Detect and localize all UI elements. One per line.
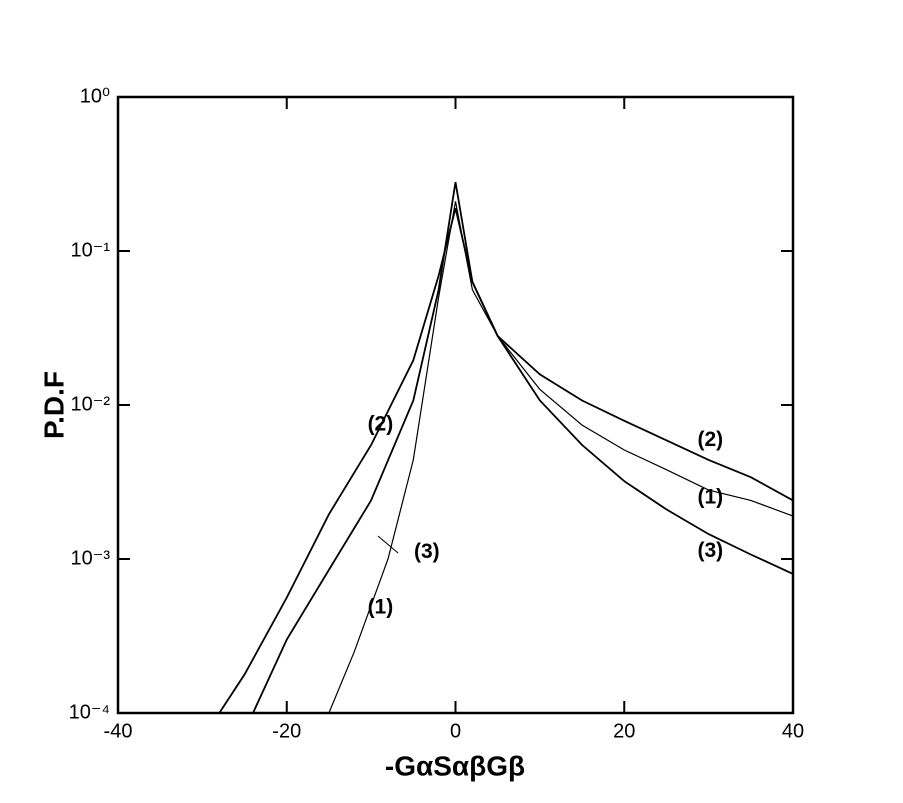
annotation: (3) [697, 539, 723, 562]
x-axis-title: -GαSαβGβ [385, 750, 525, 781]
y-axis-title: P.D.F [38, 371, 69, 439]
annotation: (1) [697, 485, 723, 508]
x-tick-label: 20 [613, 720, 635, 742]
x-tick-label: 40 [782, 720, 804, 742]
y-tick-label: 10⁻² [71, 393, 111, 415]
pdf-line [328, 201, 794, 714]
annotation: (2) [368, 413, 394, 436]
y-tick-label: 10⁰ [80, 85, 110, 107]
annotation: (2) [697, 428, 723, 451]
y-tick-label: 10⁻³ [71, 547, 111, 569]
y-tick-label: 10⁻⁴ [69, 701, 110, 723]
annotation: (3) [414, 540, 440, 563]
x-tick-label: -40 [104, 720, 133, 742]
leader-line [377, 535, 399, 554]
pdf-line [252, 181, 794, 714]
y-tick-label: 10⁻¹ [71, 239, 111, 261]
x-tick-label: -20 [272, 720, 301, 742]
x-tick-label: 0 [450, 720, 461, 742]
plot-frame [116, 95, 795, 715]
pdf-line [218, 207, 794, 714]
annotation: (1) [368, 596, 394, 619]
